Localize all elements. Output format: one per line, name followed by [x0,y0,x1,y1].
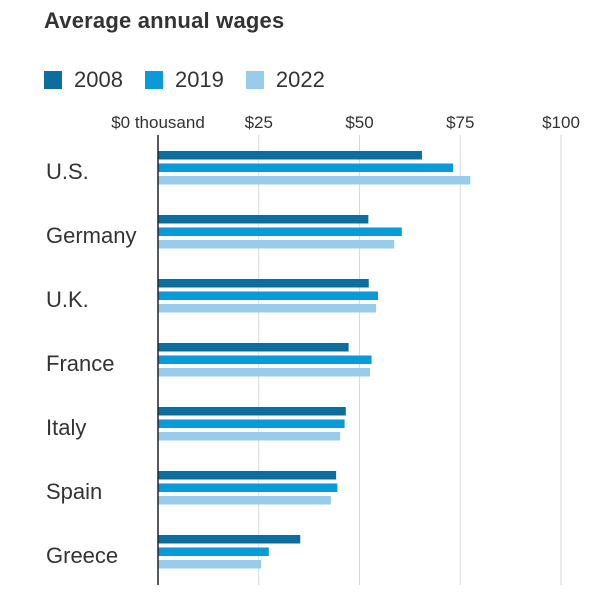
bar-germany-2019 [158,227,402,236]
legend-swatch-2008 [44,71,62,89]
category-label-france: France [46,351,114,376]
legend-label-2019: 2019 [174,67,224,92]
category-label-u-k: U.K. [46,287,89,312]
bar-germany-2008 [158,215,369,224]
category-label-greece: Greece [46,543,118,568]
bar-france-2022 [158,368,370,377]
legend-swatch-2019 [144,71,163,89]
bar-u-s-2022 [158,176,471,185]
x-tick-label-0-thousand: $0 thousand [111,113,205,132]
x-tick-label-25: $25 [245,113,273,132]
x-tick-label-100: $100 [542,113,580,132]
bar-u-s-2019 [158,163,453,172]
legend-label-2022: 2022 [275,67,325,92]
bar-u-k-2022 [158,304,377,313]
x-tick-label-50: $50 [345,113,373,132]
chart-title: Average annual wages [44,8,285,33]
bar-france-2019 [158,355,372,364]
legend-item-2008: 2008 [44,67,123,93]
category-label-germany: Germany [46,223,136,248]
legend-label-2008: 2008 [74,67,123,92]
legend: 2008 2019 2022 [44,67,347,93]
category-label-u-s: U.S. [46,159,89,184]
bar-italy-2019 [158,419,345,428]
bar-u-k-2019 [158,291,379,300]
x-tick-label-75: $75 [446,113,474,132]
bar-spain-2008 [158,471,337,480]
legend-item-2022: 2022 [245,67,325,93]
category-label-italy: Italy [46,415,86,440]
bar-greece-2008 [158,535,301,544]
legend-swatch-2022 [245,71,264,89]
bar-greece-2022 [158,560,262,569]
category-label-spain: Spain [46,479,102,504]
bar-u-s-2008 [158,151,422,160]
bar-germany-2022 [158,240,395,249]
legend-item-2019: 2019 [144,67,224,93]
bar-spain-2019 [158,483,338,492]
bar-italy-2008 [158,407,346,416]
bar-italy-2022 [158,432,341,441]
bar-france-2008 [158,343,349,352]
bar-spain-2022 [158,496,331,505]
bar-u-k-2008 [158,279,369,288]
bar-greece-2019 [158,547,269,556]
